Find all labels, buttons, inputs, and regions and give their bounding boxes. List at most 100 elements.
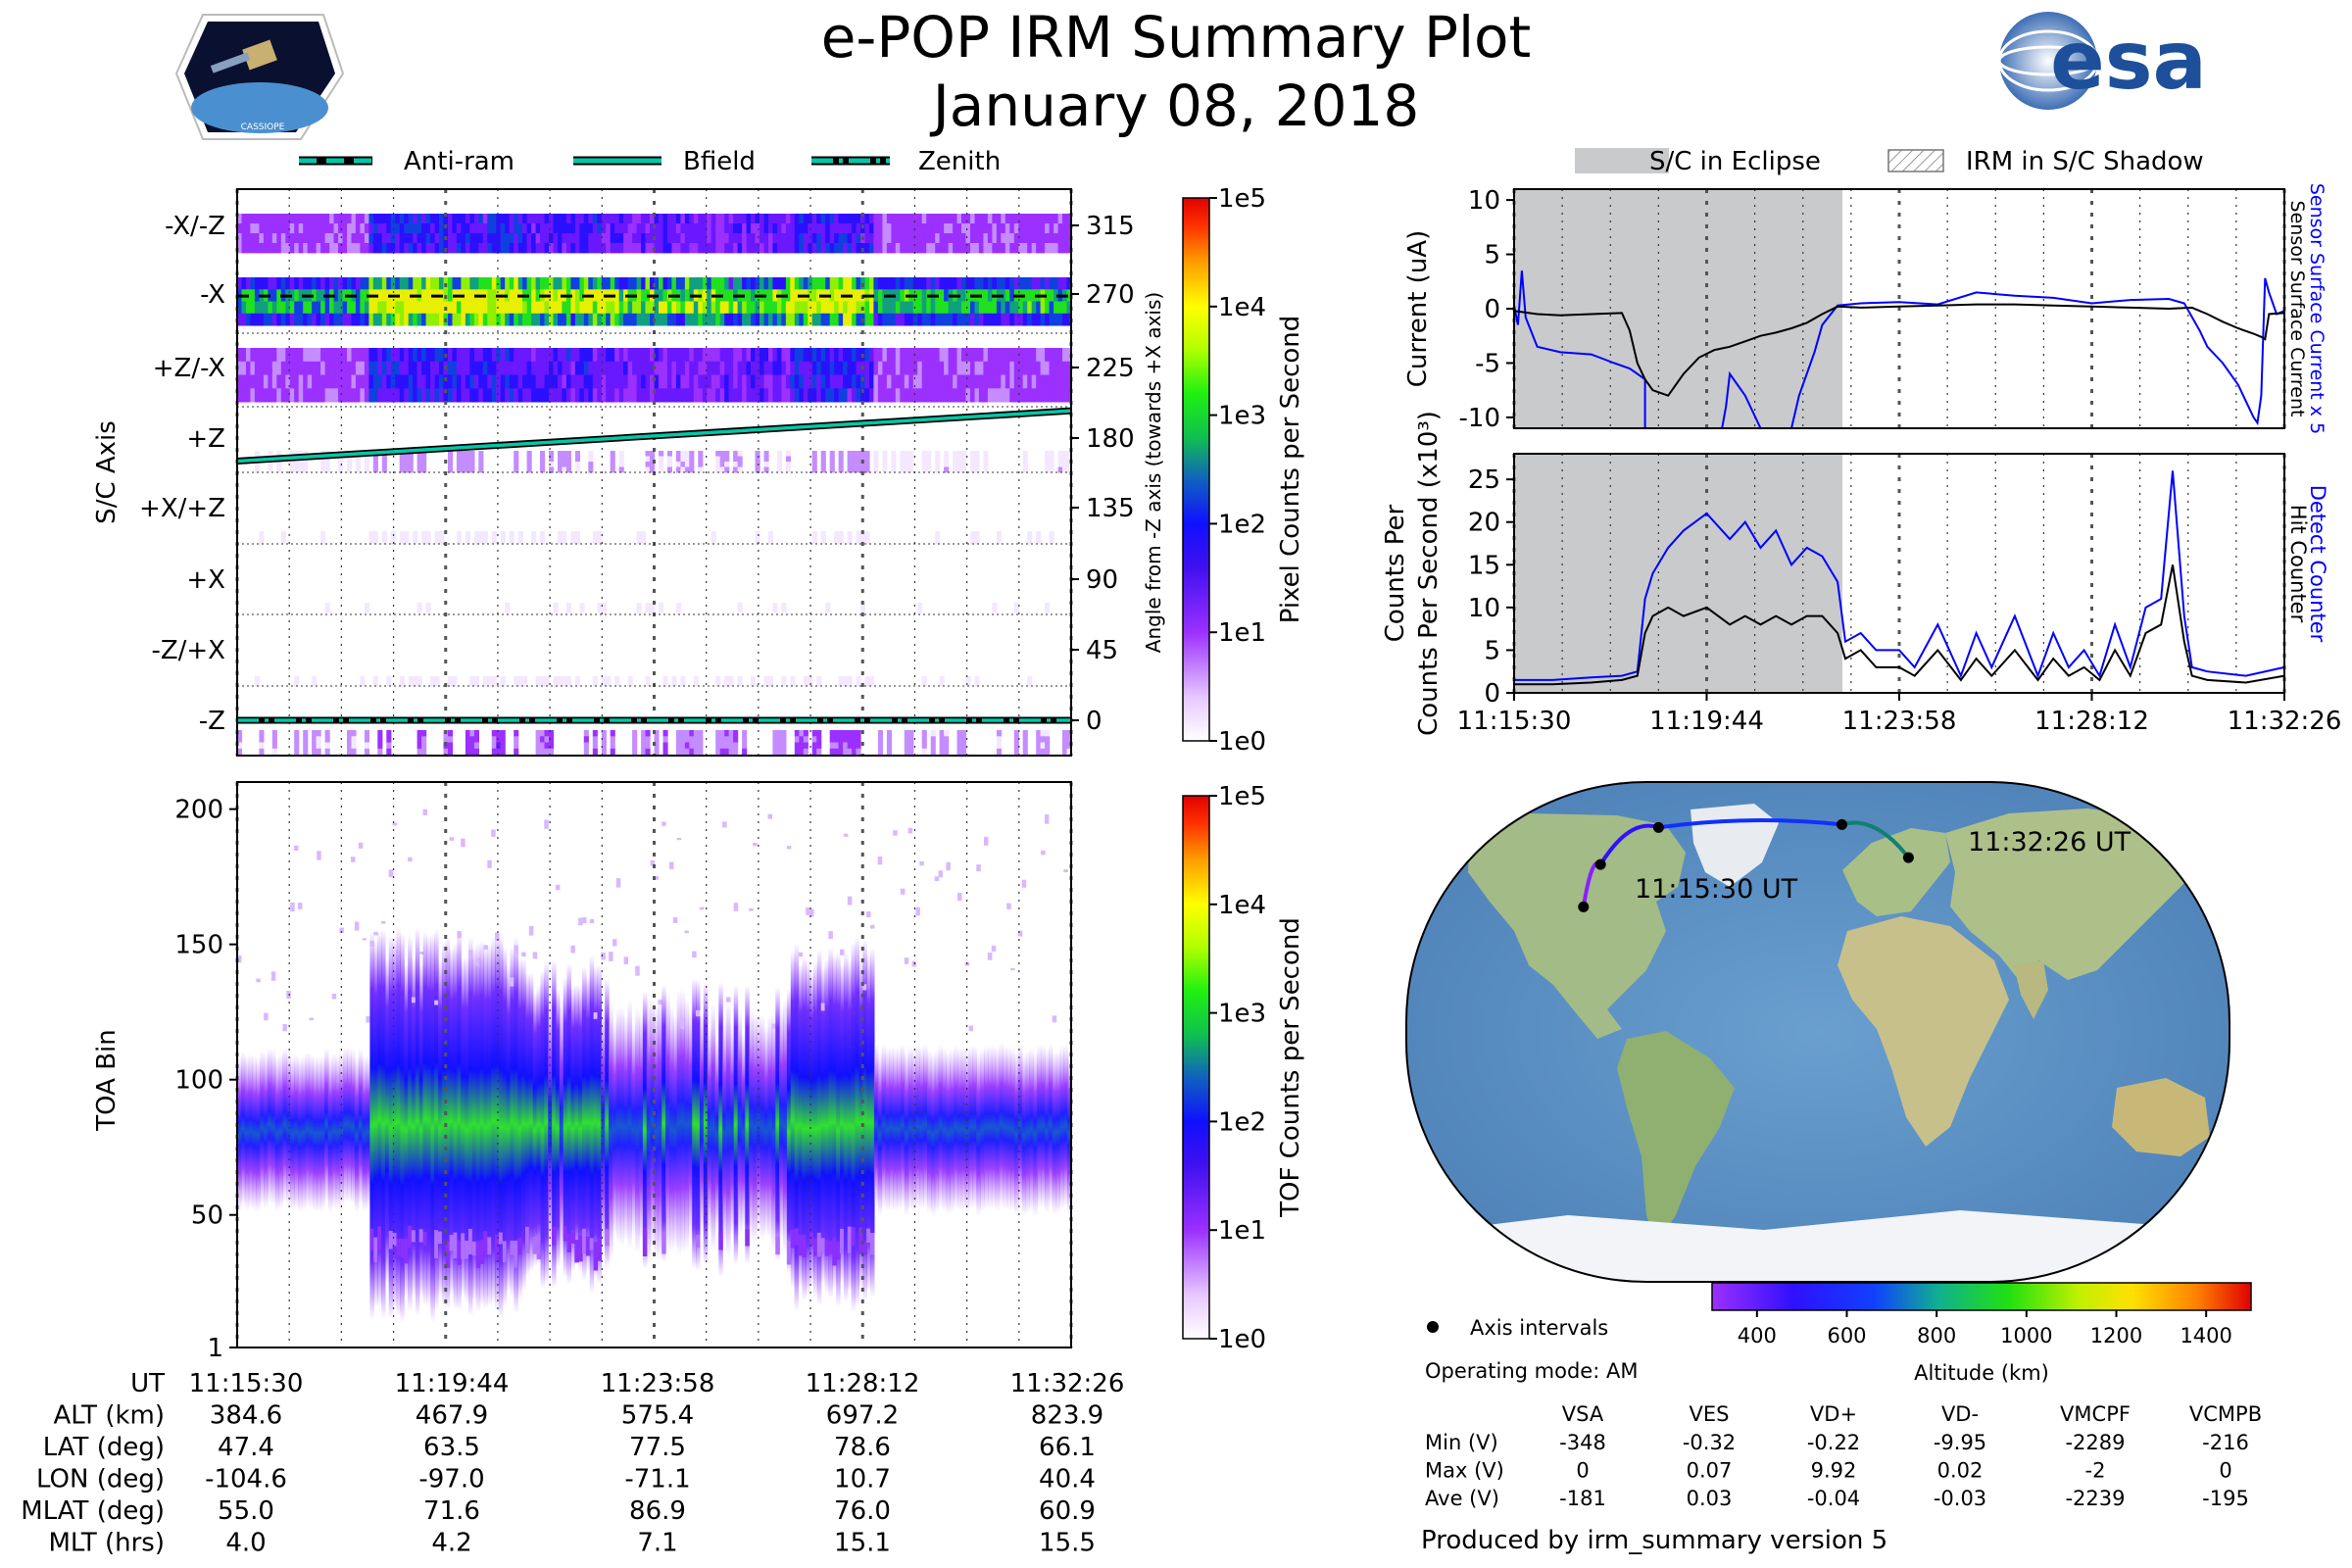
sc-heat-cell: [724, 678, 730, 682]
sc-heat-cell: [956, 748, 962, 756]
sc-heat-cell: [364, 388, 369, 403]
ephemeris-cell: 60.9: [1039, 1496, 1096, 1526]
sc-heat-cell: [838, 277, 844, 290]
sc-heat-cell: [1045, 233, 1051, 244]
sc-heat-cell: [246, 243, 252, 254]
toa-heat-column: [771, 1010, 776, 1252]
sc-heat-cell: [698, 748, 704, 756]
sc-heat-cell: [803, 277, 808, 290]
sc-heat-cell: [715, 348, 721, 363]
sc-heat-cell: [592, 374, 598, 389]
sc-heat-cell: [526, 214, 532, 224]
sc-heat-cell: [926, 361, 932, 375]
sc-heat-cell: [829, 243, 835, 254]
sc-heat-cell: [776, 451, 782, 457]
sc-heat-cell: [276, 214, 282, 224]
sc-heat-cell: [496, 214, 502, 224]
sc-heat-cell: [540, 683, 546, 687]
sc-heat-cell: [645, 223, 651, 234]
sc-heat-cell: [294, 361, 300, 375]
sc-heat-cell: [671, 683, 677, 687]
ephemeris-cell: 15.5: [1039, 1529, 1096, 1558]
sc-heat-cell: [448, 683, 454, 687]
sc-heat-cell: [715, 456, 721, 463]
sc-heat-cell: [364, 277, 369, 290]
sc-heat-cell: [847, 681, 853, 684]
ephemeris-cell: 40.4: [1039, 1465, 1096, 1494]
sc-heat-cell: [864, 462, 870, 467]
sc-heat-cell: [579, 277, 585, 290]
sc-heat-cell: [710, 531, 716, 535]
sc-heat-cell: [768, 223, 774, 234]
sc-heat-cell: [1009, 289, 1015, 302]
sc-heat-cell: [280, 534, 286, 538]
sc-heat-cell: [751, 243, 757, 254]
sc-heat-cell: [456, 277, 462, 290]
sc-heat-cell: [583, 301, 589, 315]
sc-heat-cell: [1009, 374, 1015, 389]
sc-heat-cell: [320, 466, 326, 473]
sc-heat-cell: [869, 243, 875, 254]
sc-heat-cell: [733, 348, 739, 363]
sc-heat-cell: [645, 730, 651, 737]
sc-heat-cell: [755, 223, 760, 234]
sc-heat-cell: [478, 277, 484, 290]
sc-heat-cell: [864, 466, 870, 473]
sc-heat-cell: [469, 451, 475, 457]
sc-heat-cell: [1009, 313, 1015, 326]
sc-heat-cell: [254, 361, 260, 375]
sc-heat-cell: [592, 531, 598, 535]
sc-angle-label: 180: [1086, 424, 1135, 454]
sc-heat-cell: [623, 361, 629, 375]
sc-heat-cell: [574, 223, 580, 234]
sc-heat-cell: [509, 301, 514, 315]
toa-heat-column: [999, 1042, 1004, 1207]
sc-heat-cell: [641, 742, 647, 750]
sc-heat-cell: [996, 243, 1002, 254]
sc-heat-cell: [1045, 388, 1051, 403]
sc-heat-cell: [351, 348, 357, 363]
sc-heat-cell: [891, 233, 897, 244]
sc-heat-cell: [386, 736, 392, 743]
sc-heat-cell: [618, 289, 624, 302]
sc-heat-cell: [562, 243, 567, 254]
sc-heat-cell: [746, 313, 752, 326]
sc-heat-cell: [570, 348, 576, 363]
sc-heat-cell: [961, 730, 967, 737]
sc-heat-cell: [781, 742, 787, 750]
voltage-header: VMCPF: [2060, 1402, 2131, 1426]
sc-heat-cell: [816, 223, 822, 234]
sc-heat-cell: [465, 301, 470, 315]
sc-heat-cell: [1009, 214, 1015, 224]
sc-heat-cell: [1045, 456, 1051, 463]
sc-heat-cell: [961, 456, 967, 463]
sc-heat-cell: [1013, 233, 1019, 244]
sc-heat-cell: [544, 214, 550, 224]
sc-heat-cell: [434, 223, 440, 234]
sc-heat-cell: [645, 466, 651, 473]
sc-heat-cell: [698, 233, 704, 244]
sc-heat-cell: [1031, 348, 1037, 363]
sc-heat-cell: [627, 301, 633, 315]
sc-heat-cell: [939, 736, 945, 743]
sc-heat-cell: [241, 277, 247, 290]
sc-heat-cell: [978, 243, 984, 254]
sc-heat-cell: [565, 214, 571, 224]
sc-heat-cell: [1062, 456, 1068, 463]
sc-heat-cell: [829, 277, 835, 290]
sc-heat-cell: [517, 678, 523, 682]
sc-heat-cell: [1027, 277, 1033, 290]
sc-heat-cell: [320, 537, 326, 542]
sc-heat-cell: [482, 534, 488, 538]
sc-heat-cell: [237, 214, 243, 224]
sc-heat-cell: [689, 348, 695, 363]
sc-heat-cell: [505, 233, 511, 244]
sc-heat-cell: [904, 348, 909, 363]
sc-heat-cell: [671, 233, 677, 244]
sc-heat-cell: [574, 676, 580, 679]
sc-heat-cell: [820, 301, 826, 315]
sc-heat-cell: [509, 233, 514, 244]
current-series-0: [1513, 270, 2285, 429]
sc-heat-cell: [496, 348, 502, 363]
